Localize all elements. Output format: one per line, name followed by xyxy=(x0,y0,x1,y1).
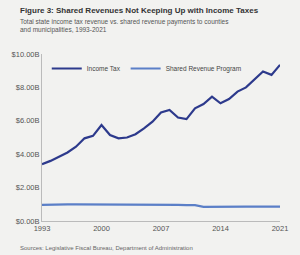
svg-text:$2.00B: $2.00B xyxy=(16,183,40,192)
svg-text:2014: 2014 xyxy=(212,224,229,233)
svg-text:Shared Revenue Program: Shared Revenue Program xyxy=(166,65,242,73)
svg-text:2000: 2000 xyxy=(93,224,110,233)
svg-text:$10.00B: $10.00B xyxy=(12,50,40,59)
svg-text:2021: 2021 xyxy=(272,224,289,233)
svg-text:Sources: Legislative Fiscal Bu: Sources: Legislative Fiscal Bureau, Depa… xyxy=(20,245,193,251)
svg-text:$0.00B: $0.00B xyxy=(16,217,40,226)
svg-text:Figure 3: Shared Revenues Not: Figure 3: Shared Revenues Not Keeping Up… xyxy=(20,6,259,15)
svg-text:2007: 2007 xyxy=(153,224,170,233)
svg-text:$8.00B: $8.00B xyxy=(16,83,40,92)
svg-text:1993: 1993 xyxy=(34,224,51,233)
svg-text:Total state income tax revenue: Total state income tax revenue vs. share… xyxy=(20,18,229,34)
svg-text:$4.00B: $4.00B xyxy=(16,150,40,159)
svg-text:Income Tax: Income Tax xyxy=(87,65,121,72)
svg-text:$6.00B: $6.00B xyxy=(16,116,40,125)
